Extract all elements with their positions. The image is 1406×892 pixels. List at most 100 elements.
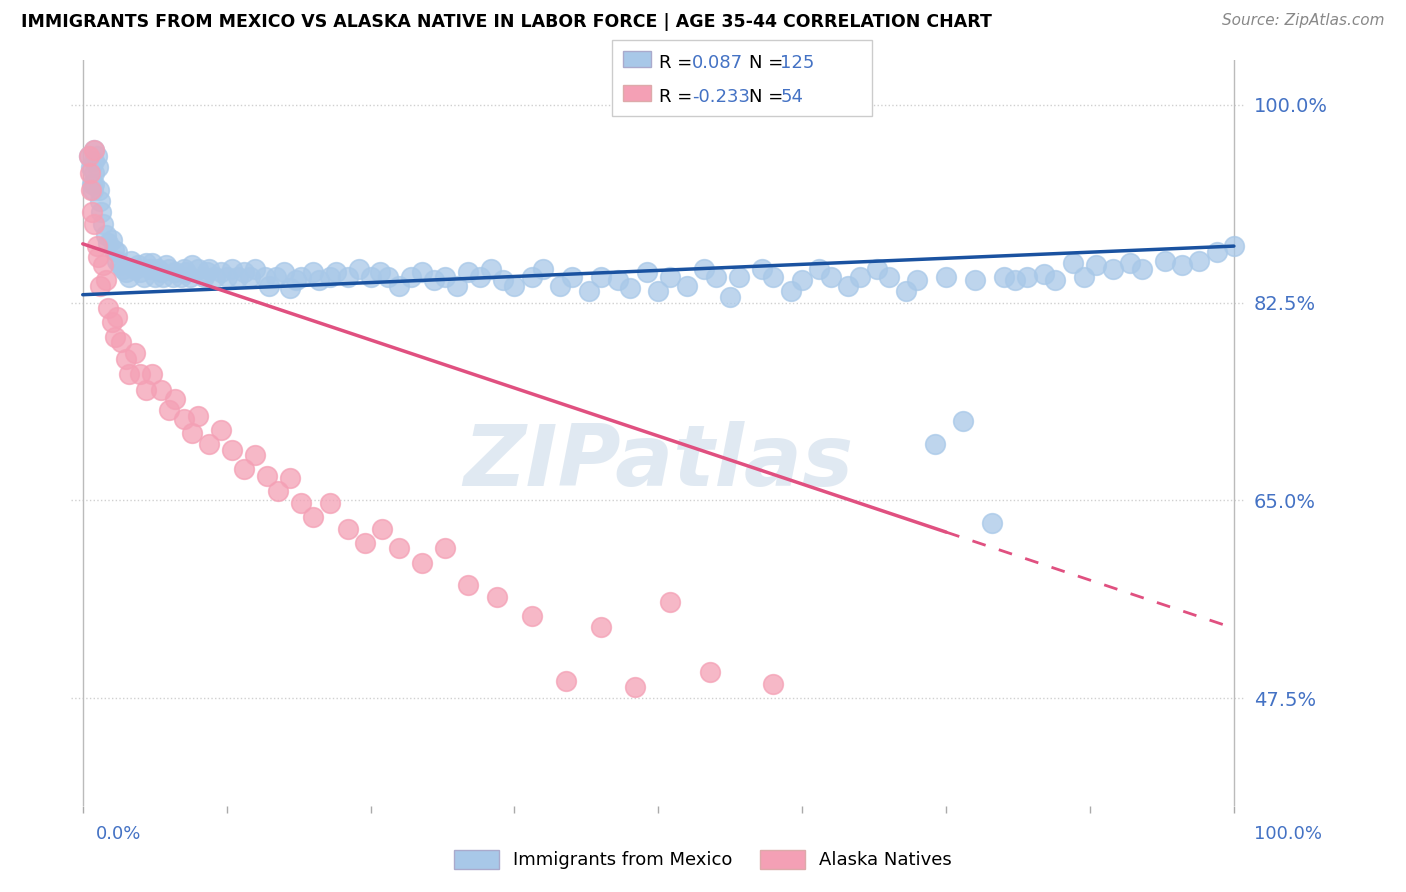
Point — [77, 149, 100, 163]
Point — [221, 261, 243, 276]
Point — [135, 383, 157, 397]
Point — [837, 278, 859, 293]
Point — [127, 258, 149, 272]
Point — [83, 177, 105, 191]
Point — [658, 595, 681, 609]
Point — [468, 269, 491, 284]
Point — [411, 556, 433, 570]
Point — [226, 269, 249, 284]
Point — [963, 273, 986, 287]
Text: 54: 54 — [780, 88, 803, 106]
Point — [1130, 261, 1153, 276]
Point — [267, 484, 290, 499]
Point — [100, 234, 122, 248]
Point — [239, 269, 262, 284]
Point — [302, 265, 325, 279]
Point — [360, 269, 382, 284]
Point — [1153, 253, 1175, 268]
Point — [209, 265, 232, 279]
Point — [399, 269, 422, 284]
Point — [110, 335, 132, 350]
Point — [124, 261, 146, 276]
Point — [728, 269, 751, 284]
Point — [86, 160, 108, 174]
Point — [187, 409, 209, 423]
Point — [80, 205, 103, 219]
Point — [704, 269, 727, 284]
Text: R =: R = — [659, 88, 699, 106]
Point — [434, 541, 457, 555]
Point — [589, 269, 612, 284]
Point — [256, 468, 278, 483]
Point — [152, 269, 174, 284]
Point — [118, 367, 141, 381]
Point — [273, 265, 295, 279]
Point — [1171, 258, 1194, 272]
Point — [193, 269, 215, 284]
Text: 0.0%: 0.0% — [96, 825, 141, 843]
Point — [935, 269, 957, 284]
Point — [124, 346, 146, 360]
Point — [173, 412, 195, 426]
Point — [169, 269, 191, 284]
Point — [120, 253, 142, 268]
Point — [93, 217, 115, 231]
Point — [245, 261, 267, 276]
Point — [762, 676, 785, 690]
Point — [83, 154, 105, 169]
Point — [368, 265, 391, 279]
Point — [86, 239, 108, 253]
Point — [80, 160, 103, 174]
Point — [319, 496, 342, 510]
Point — [209, 423, 232, 437]
Point — [302, 510, 325, 524]
Point — [423, 273, 446, 287]
Point — [561, 269, 583, 284]
Point — [371, 522, 394, 536]
Point — [347, 261, 370, 276]
Point — [83, 166, 105, 180]
Point — [1119, 256, 1142, 270]
Point — [157, 403, 180, 417]
Text: -0.233: -0.233 — [692, 88, 749, 106]
Point — [1062, 256, 1084, 270]
Point — [89, 278, 111, 293]
Text: ZIPatlas: ZIPatlas — [463, 421, 853, 504]
Point — [751, 261, 773, 276]
Point — [132, 269, 155, 284]
Point — [141, 367, 163, 381]
Text: IMMIGRANTS FROM MEXICO VS ALASKA NATIVE IN LABOR FORCE | AGE 35-44 CORRELATION C: IMMIGRANTS FROM MEXICO VS ALASKA NATIVE … — [21, 13, 993, 31]
Point — [108, 258, 131, 272]
Point — [555, 674, 578, 689]
Point — [163, 392, 186, 406]
Point — [94, 227, 117, 242]
Point — [82, 183, 104, 197]
Point — [77, 149, 100, 163]
Point — [624, 680, 647, 694]
Point — [336, 522, 359, 536]
Point — [198, 261, 221, 276]
Point — [520, 608, 543, 623]
Point — [531, 261, 554, 276]
Point — [284, 273, 307, 287]
Point — [1073, 269, 1095, 284]
Point — [90, 205, 112, 219]
Point — [457, 265, 479, 279]
Point — [93, 258, 115, 272]
Point — [135, 256, 157, 270]
Point — [245, 448, 267, 462]
Point — [699, 665, 721, 680]
Point — [150, 383, 173, 397]
Point — [146, 261, 169, 276]
Point — [181, 425, 204, 440]
Point — [100, 315, 122, 329]
Point — [319, 269, 342, 284]
Point — [877, 269, 900, 284]
Point — [138, 261, 160, 276]
Point — [1032, 268, 1054, 282]
Point — [278, 281, 301, 295]
Point — [103, 243, 125, 257]
Point — [636, 265, 658, 279]
Point — [80, 183, 103, 197]
Point — [589, 620, 612, 634]
